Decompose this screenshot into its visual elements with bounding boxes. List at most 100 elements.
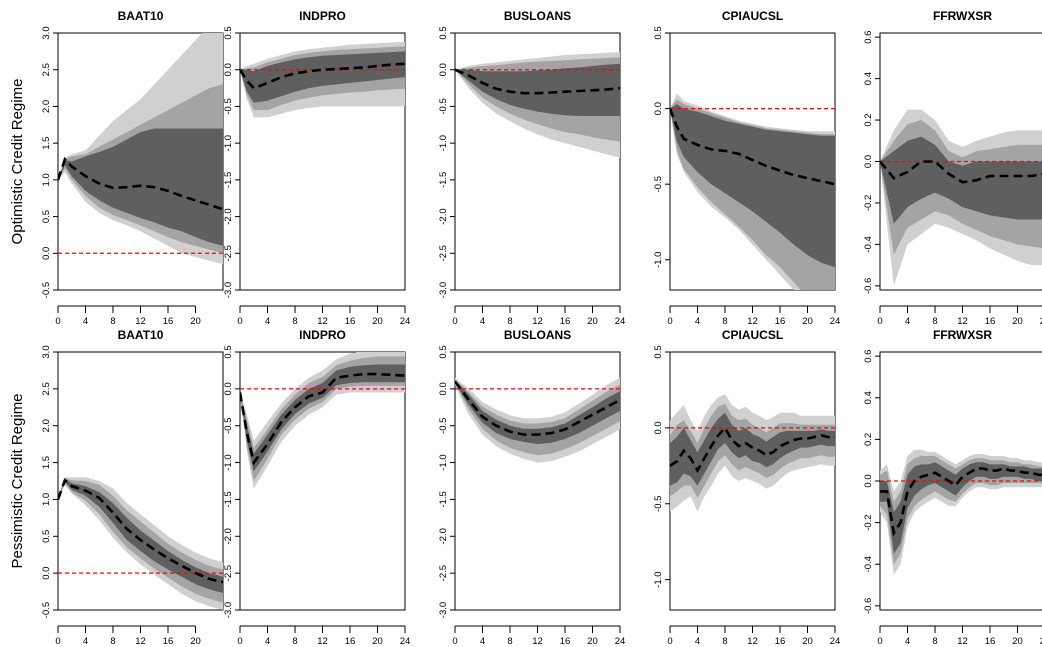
panel-title: BUSLOANS [504, 328, 571, 342]
x-tick-label: 0 [237, 316, 242, 327]
y-tick-label: 0.0 [438, 63, 449, 76]
x-tick-label: 8 [932, 316, 937, 327]
y-tick-label: -3.0 [223, 282, 234, 298]
panel-indpro-optimistic: INDPRO -3.0 -2.5 -2.0 -1.5 -1.0 -0.5 0.0 0.5 0 4 8 1… [223, 9, 410, 327]
x-tick-label: 24 [1040, 316, 1042, 327]
credible-band-3 [240, 51, 405, 103]
x-tick-label: 12 [747, 316, 758, 327]
panel-title: BAAT10 [118, 328, 164, 342]
x-tick-label: 4 [480, 316, 485, 327]
x-tick-label: 8 [110, 636, 115, 647]
x-tick-label: 0 [452, 636, 457, 647]
y-tick-label: -0.2 [863, 195, 874, 211]
y-tick-label: -0.2 [863, 514, 874, 530]
x-tick-label: 20 [802, 316, 813, 327]
y-tick-label: 0.2 [863, 113, 874, 126]
x-tick-label: 16 [985, 316, 996, 327]
panel-baat10-optimistic: BAAT10 -0.5 0.0 0.5 1.0 1.5 2.0 2.5 3.0 0 4 8 12 16 20 [41, 9, 224, 327]
x-tick-label: 4 [695, 316, 700, 327]
panel-title: CPIAUCSL [722, 9, 783, 23]
y-tick-label: 0.0 [223, 382, 234, 395]
y-tick-label: 0.0 [41, 567, 52, 580]
x-tick-label: 24 [830, 636, 841, 647]
x-tick-label: 16 [775, 636, 786, 647]
x-tick-label: 16 [163, 316, 174, 327]
y-tick-label: 3.0 [41, 26, 52, 39]
median-response-line [240, 62, 405, 90]
y-tick-label: -0.5 [223, 418, 234, 434]
x-tick-label: 20 [802, 636, 813, 647]
y-tick-label: 2.5 [41, 63, 52, 76]
x-tick-label: 8 [507, 316, 512, 327]
credible-band-3 [880, 462, 1042, 554]
y-tick-label: -1.0 [653, 571, 664, 587]
y-tick-label: 0.5 [653, 26, 664, 39]
median-response-line [58, 156, 223, 211]
median-response-line [58, 478, 223, 584]
x-tick-label: 8 [110, 316, 115, 327]
x-tick-label: 12 [532, 636, 543, 647]
y-tick-label: -0.5 [41, 602, 52, 618]
x-tick-label: 4 [695, 636, 700, 647]
y-tick-label: -0.5 [438, 418, 449, 434]
x-tick-label: 16 [560, 636, 571, 647]
x-tick-label: 0 [452, 316, 457, 327]
panel-title: FFRWXSR [933, 328, 992, 342]
row-label-0: Optimistic Credit Regime [9, 79, 26, 245]
y-tick-label: 0.2 [863, 433, 874, 446]
y-tick-label: -0.4 [863, 556, 874, 572]
x-tick-label: 16 [345, 636, 356, 647]
y-tick-label: 0.4 [863, 72, 874, 85]
x-tick-label: 8 [722, 316, 727, 327]
y-tick-label: 0.5 [653, 345, 664, 358]
x-tick-label: 4 [265, 316, 270, 327]
x-tick-label: 8 [292, 636, 297, 647]
y-tick-label: -2.0 [438, 528, 449, 544]
plot-frame [239, 351, 406, 611]
credible-band-3 [455, 380, 620, 445]
panel-cpiaucsl-optimistic: CPIAUCSL -1.0 -0.5 0.0 0.5 0 4 8 12 16 20 24 [653, 9, 840, 327]
y-tick-label: -1.5 [223, 491, 234, 507]
y-tick-label: 0.6 [863, 350, 874, 363]
x-tick-label: 24 [830, 316, 841, 327]
y-tick-label: 0.5 [223, 26, 234, 39]
x-tick-label: 24 [615, 316, 626, 327]
y-tick-label: 0.0 [653, 421, 664, 434]
panel-title: BUSLOANS [504, 9, 571, 23]
x-tick-label: 0 [55, 636, 60, 647]
x-tick-label: 12 [747, 636, 758, 647]
y-tick-label: 1.5 [41, 456, 52, 469]
y-tick-label: -2.0 [223, 528, 234, 544]
y-tick-label: 0.5 [223, 345, 234, 358]
x-tick-label: 8 [292, 316, 297, 327]
x-tick-label: 20 [190, 636, 201, 647]
y-tick-label: -2.5 [223, 245, 234, 261]
y-tick-label: 0.0 [863, 474, 874, 487]
panel-title: INDPRO [299, 328, 346, 342]
y-tick-label: 2.0 [41, 419, 52, 432]
credible-band-3 [455, 63, 620, 116]
median-response-line [455, 380, 620, 436]
x-tick-label: 0 [55, 316, 60, 327]
x-tick-label: 4 [83, 636, 88, 647]
y-tick-label: -3.0 [438, 282, 449, 298]
x-tick-label: 16 [163, 636, 174, 647]
x-tick-label: 12 [135, 636, 146, 647]
credible-band-3 [58, 478, 223, 593]
x-tick-label: 0 [667, 636, 672, 647]
y-tick-label: -0.5 [653, 496, 664, 512]
y-tick-label: -1.0 [653, 252, 664, 268]
panel-title: BAAT10 [118, 9, 164, 23]
y-tick-label: -2.0 [223, 208, 234, 224]
y-tick-label: 0.0 [863, 155, 874, 168]
x-tick-label: 12 [317, 636, 328, 647]
x-tick-label: 8 [932, 636, 937, 647]
x-tick-label: 12 [532, 316, 543, 327]
x-tick-label: 20 [587, 636, 598, 647]
x-tick-label: 24 [400, 636, 411, 647]
credible-band-3 [670, 104, 835, 268]
x-tick-label: 4 [83, 316, 88, 327]
credible-band-1 [240, 352, 405, 489]
x-tick-label: 12 [317, 316, 328, 327]
